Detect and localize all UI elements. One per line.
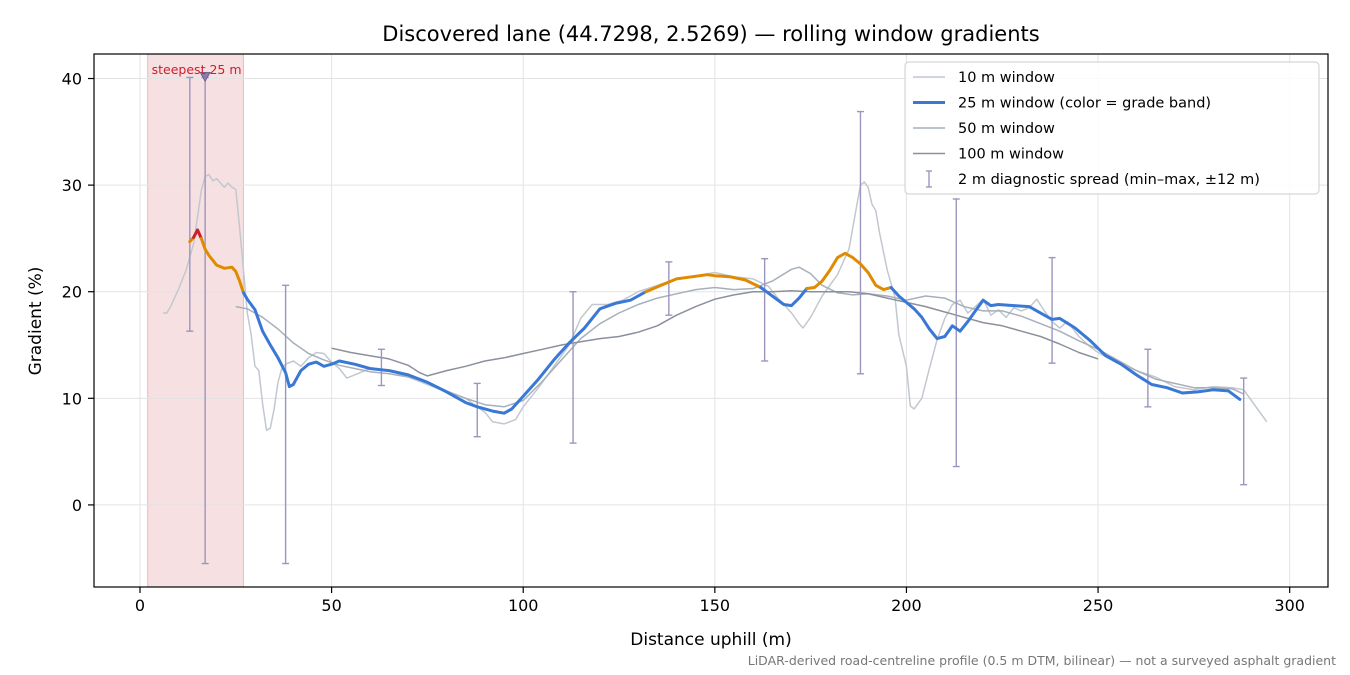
x-axis-label: Distance uphill (m) (630, 630, 791, 650)
footnote: LiDAR-derived road-centreline profile (0… (748, 653, 1336, 668)
series-line-50m (235, 266, 1245, 408)
series-line-25m-steep (199, 236, 245, 295)
series-line-25m-steepest (192, 228, 203, 240)
legend-label-100m: 100 m window (958, 147, 1064, 163)
y-axis-label: Gradient (%) (26, 267, 46, 376)
x-tick-label: 150 (700, 596, 731, 615)
series-line-25m-steep (805, 251, 893, 292)
legend-label-spread: 2 m diagnostic spread (min–max, ±12 m) (958, 172, 1260, 188)
steepest-marker (199, 71, 211, 83)
series-line-25m-steep (644, 273, 763, 294)
y-tick-label: 40 (62, 70, 82, 89)
series-line-25m-moderate (759, 286, 809, 308)
x-tick-label: 50 (321, 596, 341, 615)
legend-label-50m: 50 m window (958, 121, 1055, 137)
legend-box (904, 61, 1320, 195)
plot-series (163, 76, 1268, 565)
y-tick-label: 20 (62, 283, 82, 302)
legend-label-10m: 10 m window (958, 70, 1055, 86)
steepest-window-band (147, 53, 244, 588)
steepest-annotation: steepest 25 m (152, 62, 242, 77)
legend-label-25m: 25 m window (color = grade band) (958, 96, 1211, 112)
y-tick-label: 30 (62, 176, 82, 195)
y-tick-label: 10 (62, 389, 82, 408)
x-tick-label: 300 (1274, 596, 1305, 615)
x-tick-label: 250 (1083, 596, 1114, 615)
series-line-25m-moderate (889, 286, 1242, 401)
series-line-100m (331, 289, 1099, 377)
plot-frame (93, 53, 1329, 588)
plot-area: steepest 25 m 0 50 100 150 200 250 300 0 10 20 30 40… (62, 53, 1329, 615)
x-tick-label: 0 (135, 596, 145, 615)
series-line-25m-moderate (242, 290, 648, 415)
x-tick-label: 200 (891, 596, 922, 615)
x-tick-label: 100 (508, 596, 539, 615)
legend: 10 m window 25 m window (color = grade ba… (904, 61, 1320, 195)
chart-title: Discovered lane (44.7298, 2.5269) — roll… (382, 22, 1039, 46)
y-tick-label: 0 (72, 496, 82, 515)
